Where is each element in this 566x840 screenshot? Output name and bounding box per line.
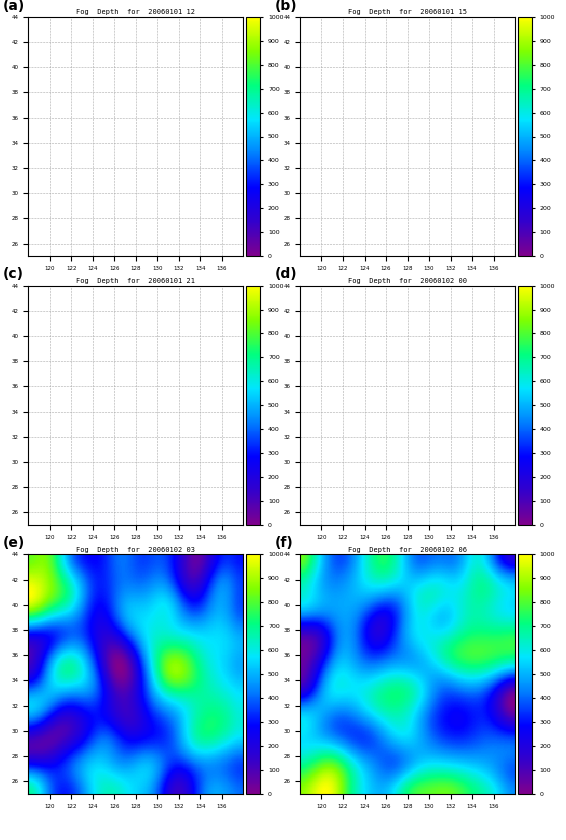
Title: Fog  Depth  for  20060102 00: Fog Depth for 20060102 00: [348, 278, 467, 284]
Text: (b): (b): [275, 0, 297, 13]
Text: (e): (e): [3, 536, 25, 550]
Title: Fog  Depth  for  20060101 12: Fog Depth for 20060101 12: [76, 9, 195, 15]
Text: (d): (d): [275, 267, 297, 281]
Title: Fog  Depth  for  20060102 06: Fog Depth for 20060102 06: [348, 547, 467, 553]
Title: Fog  Depth  for  20060102 03: Fog Depth for 20060102 03: [76, 547, 195, 553]
Text: (c): (c): [3, 267, 24, 281]
Text: (a): (a): [3, 0, 25, 13]
Title: Fog  Depth  for  20060101 15: Fog Depth for 20060101 15: [348, 9, 467, 15]
Text: (f): (f): [275, 536, 293, 550]
Title: Fog  Depth  for  20060101 21: Fog Depth for 20060101 21: [76, 278, 195, 284]
